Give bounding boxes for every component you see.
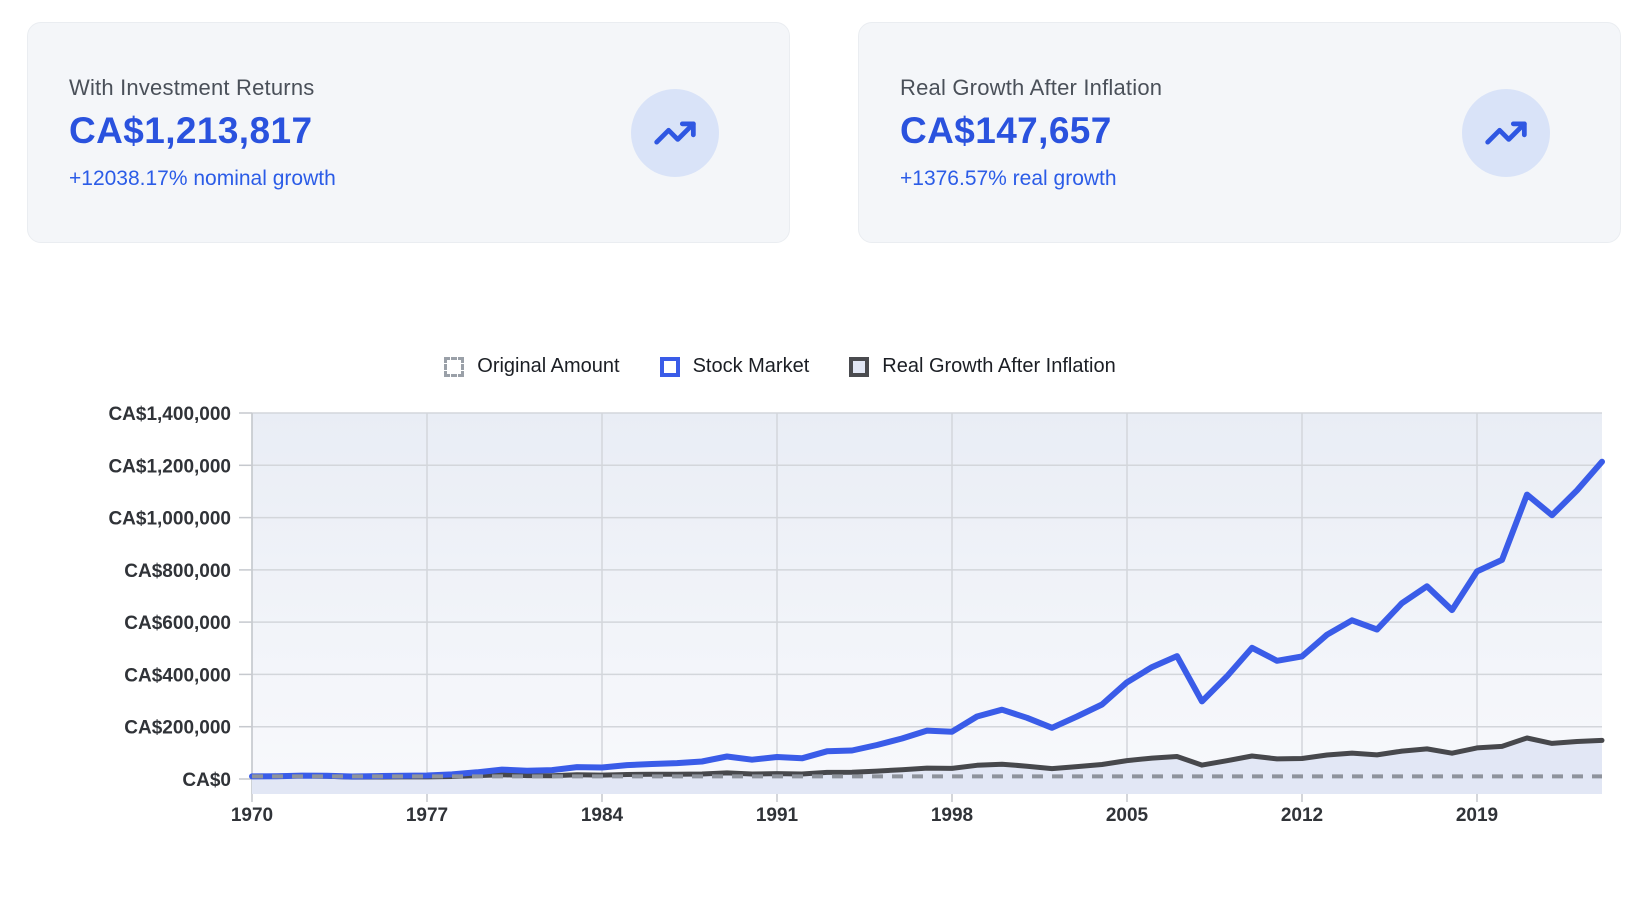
svg-text:1984: 1984 <box>581 805 624 826</box>
stock-market-swatch-icon <box>659 356 680 377</box>
growth-line-chart-canvas: CA$0 CA$200,000 CA$400,000 CA$600,000 CA$800… <box>108 404 1605 826</box>
legend-label-original-amount: Original Amount <box>477 355 620 377</box>
investment-growth-chart: Original Amount Stock Market Real Growth… <box>0 355 1648 845</box>
svg-text:2005: 2005 <box>1106 805 1149 826</box>
stat-card-value: CA$147,657 <box>900 109 1112 151</box>
stat-card-title: Real Growth After Inflation <box>900 74 1163 100</box>
legend-label-real-growth: Real Growth After Inflation <box>882 355 1116 377</box>
original-amount-swatch-icon <box>444 356 465 377</box>
stat-card-nominal: With Investment Returns CA$1,213,817 +12… <box>27 22 790 243</box>
legend-item-original-amount: Original Amount <box>444 355 620 378</box>
svg-text:CA$600,000: CA$600,000 <box>124 613 231 634</box>
svg-text:CA$1,400,000: CA$1,400,000 <box>108 404 231 425</box>
real-growth-swatch-icon <box>849 356 870 377</box>
svg-text:CA$200,000: CA$200,000 <box>124 718 231 739</box>
trending-up-icon <box>1462 88 1550 177</box>
stat-card-real: Real Growth After Inflation CA$147,657 +… <box>858 22 1621 243</box>
legend-item-real-growth: Real Growth After Inflation <box>849 355 1116 378</box>
svg-text:1998: 1998 <box>931 805 973 826</box>
svg-text:CA$800,000: CA$800,000 <box>124 561 231 582</box>
svg-text:2012: 2012 <box>1281 805 1323 826</box>
svg-text:CA$1,200,000: CA$1,200,000 <box>108 456 231 477</box>
legend-item-stock-market: Stock Market <box>659 355 810 378</box>
trending-up-icon <box>631 88 719 177</box>
stat-cards-row: With Investment Returns CA$1,213,817 +12… <box>0 0 1648 243</box>
stat-card-title: With Investment Returns <box>69 74 315 100</box>
chart-legend: Original Amount Stock Market Real Growth… <box>0 355 1604 378</box>
stat-card-real-text: Real Growth After Inflation CA$147,657 +… <box>900 75 1162 191</box>
stat-card-growth: +1376.57% real growth <box>900 166 1117 190</box>
svg-text:CA$1,000,000: CA$1,000,000 <box>108 509 231 530</box>
svg-text:CA$0: CA$0 <box>182 770 231 791</box>
svg-text:2019: 2019 <box>1456 805 1498 826</box>
svg-text:1977: 1977 <box>406 805 448 826</box>
stat-card-growth: +12038.17% nominal growth <box>69 166 336 190</box>
svg-text:1970: 1970 <box>231 805 273 826</box>
legend-label-stock-market: Stock Market <box>692 355 810 377</box>
stat-card-nominal-text: With Investment Returns CA$1,213,817 +12… <box>69 75 336 191</box>
svg-text:1991: 1991 <box>756 805 799 826</box>
svg-text:CA$400,000: CA$400,000 <box>124 665 231 686</box>
stat-card-value: CA$1,213,817 <box>69 109 313 151</box>
